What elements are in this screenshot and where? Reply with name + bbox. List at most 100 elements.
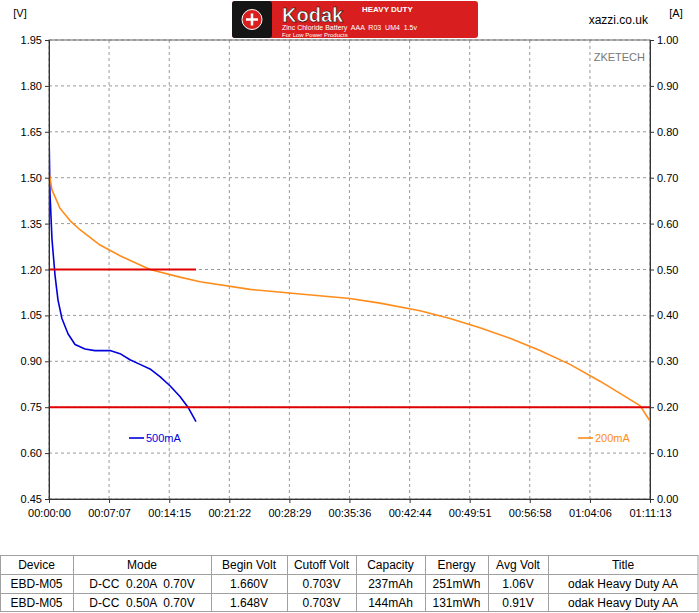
table-cell: D-CC 0.50A 0.70V — [89, 596, 194, 610]
table-cell: 237mAh — [368, 577, 413, 591]
tick: 1.00 — [650, 34, 678, 46]
tick-mark — [289, 499, 290, 503]
tick: 00:35:36 — [329, 499, 372, 519]
tick: 0.45 — [21, 493, 49, 505]
tick-mark — [650, 361, 654, 362]
battery-image: KodakHEAVY DUTYZinc Chloride Battery AAA… — [232, 1, 478, 38]
tick: 00:56:58 — [509, 499, 552, 519]
table-header: Cutoff Volt — [294, 558, 350, 572]
tick-label: 0.90 — [21, 355, 42, 367]
tick: 00:21:22 — [208, 499, 251, 519]
legend-item: 500mA — [129, 432, 182, 444]
tick: 00:42:44 — [389, 499, 432, 519]
table-cell: 1.648V — [230, 596, 268, 610]
tick-mark — [45, 270, 49, 271]
table-cell: odak Heavy Duty AA — [568, 577, 678, 591]
tick-label: 1.35 — [21, 218, 42, 230]
grid-line-y — [49, 131, 650, 132]
table-row-line — [0, 593, 698, 594]
tick-label: 1.20 — [21, 264, 42, 276]
tick-mark — [650, 315, 654, 316]
tick-label: 1.95 — [21, 34, 42, 46]
current-line — [49, 407, 650, 499]
tick-label: 0.60 — [21, 447, 42, 459]
tick-label: 0.45 — [21, 493, 42, 505]
tick-label: 0.50 — [657, 264, 678, 276]
tick-label: 1.00 — [657, 34, 678, 46]
tick-mark — [410, 499, 411, 503]
tick-label: 00:35:36 — [329, 507, 372, 519]
table-col-line — [356, 555, 357, 611]
tick: 1.20 — [21, 264, 49, 276]
table-header: Avg Volt — [496, 558, 540, 572]
tick-label: 0.30 — [657, 355, 678, 367]
tick-mark — [650, 40, 654, 41]
tick-label: 0.60 — [657, 218, 678, 230]
tick: 00:49:51 — [449, 499, 492, 519]
tick: 1.95 — [21, 34, 49, 46]
tick: 1.65 — [21, 126, 49, 138]
plot-frame — [49, 40, 650, 499]
table-header: Device — [18, 558, 55, 572]
tick-label: 0.10 — [657, 447, 678, 459]
battery-plus-circle — [242, 10, 262, 30]
legend-label: 200mA — [595, 432, 631, 444]
tick-mark — [650, 178, 654, 179]
tick-label: 1.80 — [21, 80, 42, 92]
legend-swatch — [578, 437, 593, 439]
chart-root: 00:00:0000:07:0700:14:1500:21:2200:28:29… — [0, 0, 699, 613]
plot-background — [49, 40, 650, 499]
table-cell: EBD-M05 — [10, 596, 62, 610]
tick-label: 00:42:44 — [389, 507, 432, 519]
tick-mark — [650, 132, 654, 133]
tick-mark — [169, 499, 170, 503]
axis-line — [50, 500, 651, 504]
table-cell: 0.91V — [502, 596, 533, 610]
tick: 0.90 — [21, 355, 49, 367]
series-line — [49, 132, 196, 421]
table-header: Capacity — [367, 558, 414, 572]
legend-label: 500mA — [146, 432, 182, 444]
battery-badge: HEAVY DUTY — [362, 5, 413, 14]
y2-axis-title: [A] — [669, 7, 682, 19]
results-table: DeviceModeBegin VoltCutoff VoltCapacityE… — [0, 555, 698, 612]
battery-plus — [246, 14, 258, 26]
tick-mark — [530, 499, 531, 503]
tick: 1.80 — [21, 80, 49, 92]
tick: 0.40 — [650, 309, 678, 321]
table-header: Mode — [127, 558, 157, 572]
table-cell: 144mAh — [368, 596, 413, 610]
tick: 01:04:06 — [569, 499, 612, 519]
tick-mark — [650, 499, 654, 500]
tick-label: 0.00 — [657, 493, 678, 505]
tick-mark — [45, 178, 49, 179]
tick: 00:14:15 — [148, 499, 191, 519]
grid — [49, 40, 650, 499]
table-cell: 251mWh — [432, 577, 480, 591]
table-header: Energy — [437, 558, 475, 572]
tick-label: 0.20 — [657, 401, 678, 413]
table-col-line — [548, 555, 549, 611]
y2-axis: 0.000.100.200.300.400.500.600.700.800.90… — [650, 34, 678, 505]
tick: 0.20 — [650, 401, 678, 413]
x-axis: 00:00:0000:07:0700:14:1500:21:2200:28:29… — [28, 499, 671, 519]
tick-mark — [45, 40, 49, 41]
y-axis-title: [V] — [13, 7, 26, 19]
table-col-line — [287, 555, 288, 611]
tick: 0.60 — [21, 447, 49, 459]
tick-label: 00:14:15 — [148, 507, 191, 519]
data-lines — [49, 132, 650, 499]
tick-label: 00:28:29 — [268, 507, 311, 519]
battery-line2: For Low Power Products — [282, 32, 348, 38]
tick-mark — [45, 453, 49, 454]
tick: 00:28:29 — [268, 499, 311, 519]
tick-label: 00:49:51 — [449, 507, 492, 519]
tick: 1.35 — [21, 218, 49, 230]
table-row-line — [0, 574, 698, 575]
tick-label: 1.65 — [21, 126, 42, 138]
table-col-line — [211, 555, 212, 611]
table-col-line — [73, 555, 74, 611]
tick-label: 1.05 — [21, 309, 42, 321]
tick: 0.60 — [650, 218, 678, 230]
site-label: xazzi.co.uk — [589, 13, 649, 27]
